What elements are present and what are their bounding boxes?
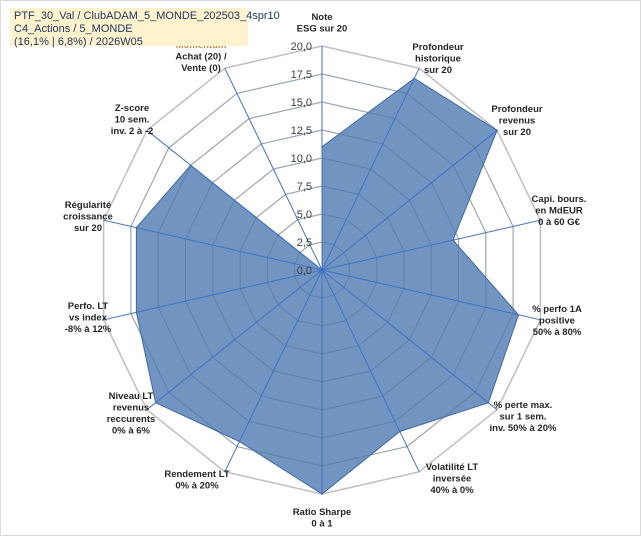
axis-line	[146, 269, 323, 411]
axis-label: Niveau LT	[109, 391, 154, 402]
axis-label: reccurents	[107, 414, 156, 425]
axis-label: 0 à 1	[311, 519, 333, 530]
grid-ring-overlay	[130, 73, 514, 467]
tick-label: 20,0	[291, 41, 312, 53]
grid-ring-overlay	[185, 129, 459, 411]
chart-title-box: PTF_30_Val / ClubADAM_5_MONDE_202503_4sp…	[10, 8, 280, 48]
data-point	[238, 440, 241, 443]
data-point	[413, 77, 416, 80]
tick-label: 12,5	[291, 125, 312, 137]
axis-label: 0% à 6%	[112, 426, 151, 437]
axis-label: inv. 50% à 20%	[490, 423, 557, 434]
axis-label: Perfo. LT	[68, 301, 109, 312]
axis-label: sur 20	[74, 223, 102, 234]
data-point	[321, 493, 323, 495]
tick-label: 17,5	[291, 69, 312, 81]
tick-label: 0,0	[297, 265, 312, 277]
axis-label: Ratio Sharpe	[293, 507, 352, 518]
axis-label: 50% à 80%	[533, 327, 582, 338]
data-point	[496, 129, 498, 132]
axis-line	[321, 129, 498, 271]
axis-label: inversée	[433, 474, 472, 485]
axis-label: ESG sur 20	[297, 24, 348, 35]
data-point	[517, 314, 520, 316]
data-point	[154, 401, 157, 404]
axis-line	[321, 269, 498, 411]
tick-label: 10,0	[291, 153, 312, 165]
axis-label: sur 20	[503, 127, 531, 138]
axis-line	[103, 219, 323, 271]
axis-label: -8% à 12%	[65, 324, 112, 335]
title-line-2: C4_Actions / 5_MONDE	[14, 23, 133, 35]
tick-label: 2,5	[297, 237, 312, 249]
axis-label: Vente (0)	[181, 63, 221, 74]
axis-label: Z-score	[115, 103, 149, 114]
data-point	[321, 269, 323, 271]
axis-label: Capi. bours.	[532, 194, 587, 205]
axis-label: revenus	[113, 403, 149, 414]
axis-line	[321, 269, 420, 473]
axis-label: 10 sem.	[115, 115, 150, 126]
axis-label: Régularité	[65, 200, 111, 211]
axis-label: 0% à 20%	[175, 481, 219, 492]
grid-ring-overlay	[266, 213, 378, 327]
axis-label: positive	[539, 316, 575, 327]
axis-label: Profondeur	[491, 104, 542, 115]
axis-label: Achat (20) /	[175, 52, 227, 63]
axis-label: sur 20	[424, 65, 452, 76]
axis-line	[321, 219, 541, 271]
axis-label: % perfo 1A	[532, 304, 582, 315]
axis-label: sur 1 sem.	[500, 412, 547, 423]
axis-line	[146, 129, 323, 271]
data-point	[321, 146, 323, 148]
axis-label: 40% à 0%	[430, 485, 474, 496]
axis-line	[224, 269, 323, 473]
axis-label: Profondeur	[412, 42, 463, 53]
axis-label: Rendement LT	[164, 469, 229, 480]
data-point	[399, 430, 401, 433]
title-line-1: PTF_30_Val / ClubADAM_5_MONDE_202503_4sp…	[14, 10, 280, 22]
tick-label: 15,0	[291, 97, 312, 109]
data-point	[452, 239, 454, 241]
axis-label: en MdEUR	[535, 206, 583, 217]
title-line-3: (16,1% | 6,8%) / 2026W05	[14, 36, 143, 48]
tick-label: 7,5	[297, 181, 312, 193]
grid-ring-overlay	[212, 157, 432, 383]
axis-line	[224, 67, 323, 271]
axis-label: Note	[311, 12, 332, 23]
axis-label: revenus	[499, 116, 535, 127]
data-point	[189, 164, 192, 167]
axis-label: % perte max.	[494, 400, 553, 411]
axis-label: 0 à 60 G€	[538, 217, 580, 228]
axis-line	[321, 67, 420, 271]
grid-ring-overlay	[157, 101, 487, 439]
axis-label: Volatilité LT	[426, 462, 479, 473]
axis-label: vs index	[69, 313, 108, 324]
series-area	[135, 77, 520, 495]
data-point	[487, 401, 490, 404]
grid-ring-overlay	[294, 241, 350, 299]
data-point	[135, 226, 138, 229]
grid-ring-overlay	[239, 185, 405, 355]
data-point	[135, 311, 138, 314]
tick-label: 5,0	[297, 209, 312, 221]
axis-label: historique	[415, 54, 461, 65]
axis-label: croissance	[63, 212, 113, 223]
axis-label: inv. 2 à -2	[111, 126, 154, 137]
axis-line	[321, 269, 541, 321]
axis-line	[103, 269, 323, 321]
